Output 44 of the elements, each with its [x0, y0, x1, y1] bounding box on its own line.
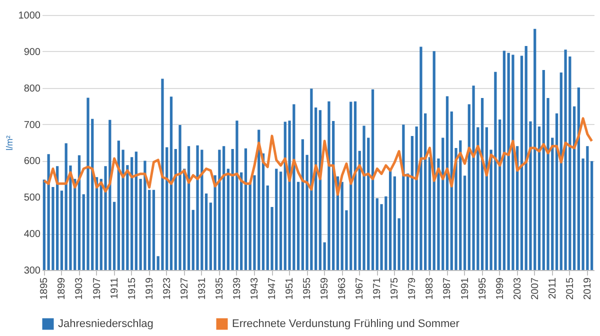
x-tick-label: 1935 — [214, 277, 226, 300]
x-tick-label: 1999 — [494, 277, 506, 300]
x-tick-label: 1959 — [320, 277, 331, 300]
y-tick-label: 500 — [24, 192, 41, 204]
x-tick-label: 1899 — [56, 277, 68, 300]
y-tick-label: 600 — [24, 156, 41, 168]
x-tick-label: 1967 — [354, 277, 366, 300]
x-tick-label: 1947 — [267, 277, 278, 300]
x-tick-label: 1951 — [284, 277, 296, 300]
x-tick-label: 1927 — [179, 277, 190, 300]
y-tick-label: 1000 — [18, 10, 41, 22]
x-tick-label: 1895 — [39, 277, 50, 300]
y-tick-label: 700 — [24, 120, 41, 131]
x-tick-label: 2015 — [564, 277, 576, 300]
x-tick-label: 2019 — [582, 277, 594, 300]
legend-label: Jahresniederschlag — [58, 318, 154, 330]
y-tick-label: 900 — [24, 46, 41, 58]
x-tick-label: 2003 — [512, 277, 524, 300]
y-tick-label: 300 — [24, 266, 41, 276]
x-tick-label: 1995 — [477, 277, 488, 300]
x-tick-label: 1907 — [92, 277, 103, 300]
line-series — [42, 117, 594, 196]
y-tick-label: 800 — [24, 83, 41, 94]
x-tick-label: 1971 — [372, 277, 384, 300]
y-tick-label: 400 — [24, 229, 41, 240]
x-tick-label: 1919 — [144, 277, 156, 300]
x-tick-label: 1911 — [109, 277, 120, 300]
legend-label: Errechnete Verdunstung Frühling und Sommer — [232, 318, 460, 330]
x-tick-label: 1943 — [249, 277, 260, 300]
x-tick-label: 1931 — [196, 277, 208, 300]
x-tick-label: 1915 — [126, 277, 138, 300]
x-tick-label: 1991 — [460, 277, 471, 300]
y-axis-title: l/m² — [4, 136, 14, 150]
x-tick-label: 1983 — [424, 277, 436, 300]
x-tick-label: 2007 — [530, 277, 541, 300]
x-tick-label: 1979 — [407, 277, 418, 300]
x-tick-label: 1963 — [337, 277, 348, 300]
x-tick-label: 1987 — [442, 277, 454, 300]
x-tick-label: 1903 — [74, 277, 86, 300]
x-tick-label: 1975 — [390, 277, 401, 300]
x-tick-label: 1939 — [232, 277, 243, 300]
x-tick-label: 1923 — [162, 277, 173, 300]
x-tick-label: 2011 — [547, 277, 558, 300]
x-tick-label: 1955 — [302, 277, 314, 300]
